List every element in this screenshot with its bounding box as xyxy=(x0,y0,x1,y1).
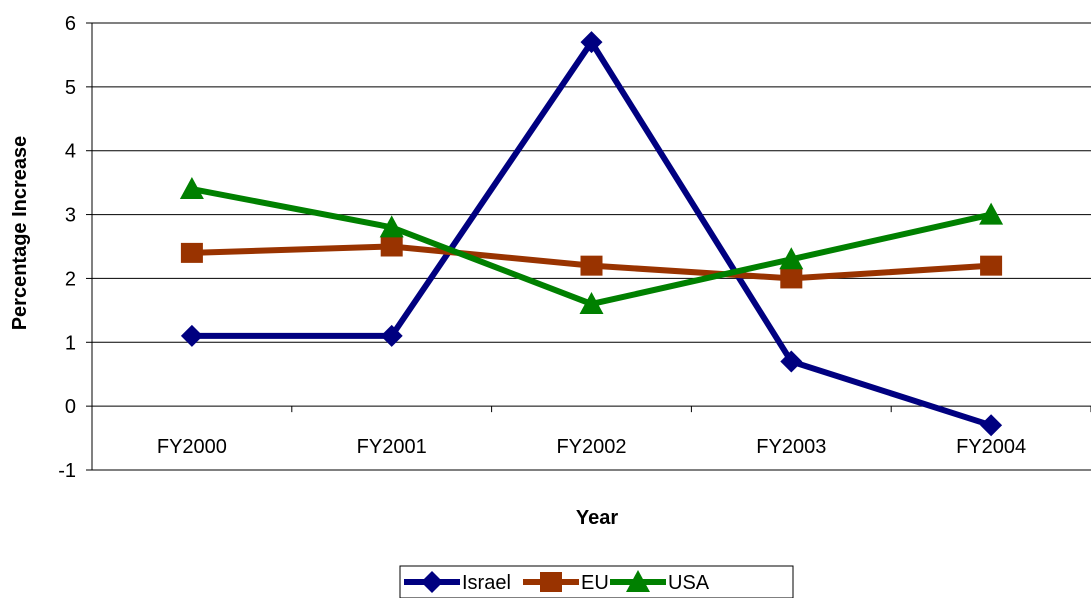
x-tick-label: FY2004 xyxy=(956,436,1026,458)
legend-marker-usa xyxy=(626,570,650,592)
data-point-israel xyxy=(180,324,203,347)
data-point-usa xyxy=(979,202,1004,225)
legend-label-usa: USA xyxy=(668,572,710,594)
x-tick-label: FY2003 xyxy=(756,436,826,458)
y-tick-label: -1 xyxy=(58,460,76,482)
data-point-eu xyxy=(780,268,803,289)
data-point-usa xyxy=(579,291,604,314)
y-tick-label: 4 xyxy=(65,141,76,163)
legend: Israel EU USA xyxy=(399,565,794,599)
data-point-usa xyxy=(779,247,804,270)
y-axis-title: Percentage Increase xyxy=(9,136,31,331)
x-tick-label: FY2000 xyxy=(157,436,227,458)
y-tick-label: 5 xyxy=(65,77,76,99)
data-point-eu xyxy=(180,242,203,263)
data-point-israel xyxy=(980,414,1003,437)
legend-label-israel: Israel xyxy=(462,572,511,594)
y-tick-labels: -1 0 1 2 3 4 5 6 xyxy=(58,13,76,482)
data-point-usa xyxy=(179,177,204,200)
legend-marker-israel xyxy=(421,571,443,593)
x-tick-label: FY2001 xyxy=(357,436,427,458)
y-tick-label: 3 xyxy=(65,205,76,227)
data-point-israel xyxy=(780,350,803,373)
data-point-eu xyxy=(380,236,403,257)
legend-marker-eu xyxy=(540,572,562,592)
series-line-israel xyxy=(191,36,993,429)
series-israel xyxy=(180,31,1003,437)
data-point-usa xyxy=(379,215,404,238)
grid-lines xyxy=(92,22,1091,471)
data-point-israel xyxy=(580,31,603,54)
legend-label-eu: EU xyxy=(581,572,609,594)
axes xyxy=(86,22,1091,471)
x-tick-labels: FY2000 FY2001 FY2002 FY2003 FY2004 xyxy=(157,436,1026,458)
y-tick-label: 2 xyxy=(65,268,76,290)
y-tick-label: 1 xyxy=(65,332,76,354)
x-tick-label: FY2002 xyxy=(556,436,626,458)
data-point-eu xyxy=(580,255,603,276)
x-axis-title: Year xyxy=(576,507,618,529)
legend-box xyxy=(399,565,794,599)
series-group xyxy=(179,31,1004,437)
y-tick-label: 6 xyxy=(65,13,76,35)
data-point-israel xyxy=(380,324,403,347)
series-eu xyxy=(180,236,1003,289)
y-tick-label: 0 xyxy=(65,396,76,418)
series-usa xyxy=(179,177,1004,314)
data-point-eu xyxy=(980,255,1003,276)
